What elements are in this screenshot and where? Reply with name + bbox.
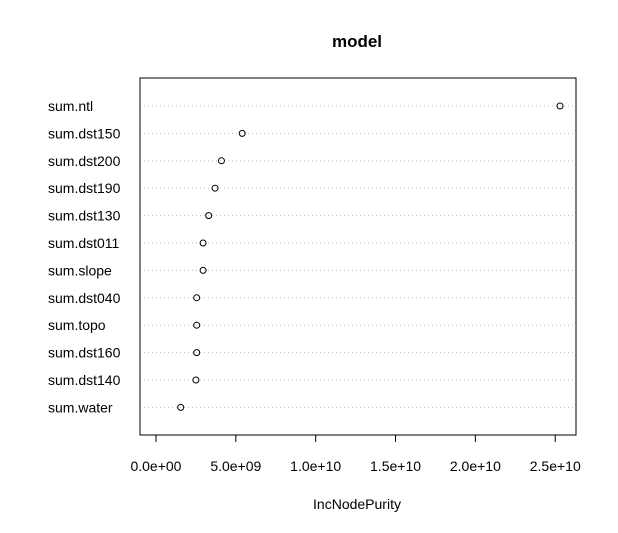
plot-frame <box>139 77 577 436</box>
x-tick-label: 1.5e+10 <box>370 458 421 474</box>
data-point <box>192 376 200 384</box>
data-point <box>217 157 225 165</box>
chart-title: model <box>332 32 382 51</box>
variable-label: sum.topo <box>48 317 106 333</box>
variable-label: sum.dst130 <box>48 208 121 224</box>
variable-label: sum.dst200 <box>48 153 121 169</box>
variable-label: sum.dst190 <box>48 180 121 196</box>
data-point <box>193 321 201 329</box>
variable-label: sum.ntl <box>48 98 93 114</box>
variable-label: sum.slope <box>48 262 112 278</box>
variable-labels: sum.ntl sum.dst150 sum.dst200 sum.dst190 sum… <box>48 98 121 415</box>
variable-label: sum.dst160 <box>48 345 121 361</box>
data-point <box>177 403 185 411</box>
x-tick-label: 2.0e+10 <box>450 458 501 474</box>
data-point <box>193 294 201 302</box>
variable-label: sum.dst140 <box>48 372 121 388</box>
data-point <box>556 102 564 110</box>
data-point <box>205 212 213 220</box>
variable-label: sum.water <box>48 399 113 415</box>
grid-lines <box>140 105 576 408</box>
x-axis: 0.0e+00 5.0e+09 1.0e+10 1.5e+10 2.0e+10 2.5e+… <box>130 434 581 474</box>
x-tick-label: 0.0e+00 <box>130 458 181 474</box>
data-point <box>211 184 219 192</box>
data-point <box>199 239 207 247</box>
data-point <box>193 349 201 357</box>
variable-label: sum.dst040 <box>48 290 121 306</box>
x-tick-label: 5.0e+09 <box>210 458 261 474</box>
data-point <box>199 266 207 274</box>
data-point <box>238 129 246 137</box>
variable-label: sum.dst011 <box>48 235 120 251</box>
x-tick-label: 2.5e+10 <box>530 458 581 474</box>
variable-label: sum.dst150 <box>48 125 121 141</box>
data-points <box>177 102 564 411</box>
x-axis-label: IncNodePurity <box>313 496 401 512</box>
x-tick-label: 1.0e+10 <box>290 458 341 474</box>
